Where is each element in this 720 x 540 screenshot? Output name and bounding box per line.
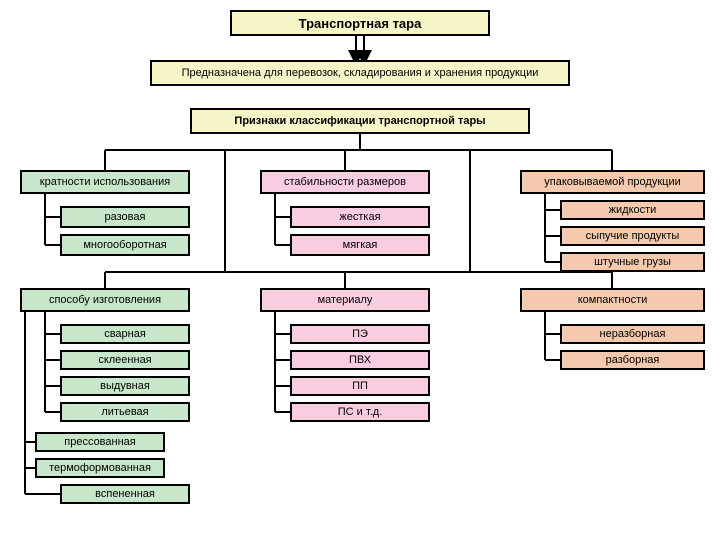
product-item: штучные грузы xyxy=(560,252,705,272)
cat-product: упаковываемой продукции xyxy=(520,170,705,194)
compact-item: неразборная xyxy=(560,324,705,344)
material-item: ПС и т.д. xyxy=(290,402,430,422)
product-item: жидкости xyxy=(560,200,705,220)
stability-item: мягкая xyxy=(290,234,430,256)
manufacture-item: склеенная xyxy=(60,350,190,370)
title-box: Транспортная тара xyxy=(230,10,490,36)
material-item: ПВХ xyxy=(290,350,430,370)
material-item: ПЭ xyxy=(290,324,430,344)
manufacture-item: литьевая xyxy=(60,402,190,422)
manufacture-item: вспененная xyxy=(60,484,190,504)
product-item: сыпучие продукты xyxy=(560,226,705,246)
material-item: ПП xyxy=(290,376,430,396)
subtitle-box: Предназначена для перевозок, складирован… xyxy=(150,60,570,86)
stability-item: жесткая xyxy=(290,206,430,228)
cat-usage: кратности использования xyxy=(20,170,190,194)
cat-stability: стабильности размеров xyxy=(260,170,430,194)
manufacture-item: сварная xyxy=(60,324,190,344)
manufacture-item: выдувная xyxy=(60,376,190,396)
cat-compact: компактности xyxy=(520,288,705,312)
usage-item: многооборотная xyxy=(60,234,190,256)
usage-item: разовая xyxy=(60,206,190,228)
cat-manufacture: способу изготовления xyxy=(20,288,190,312)
classification-header: Признаки классификации транспортной тары xyxy=(190,108,530,134)
compact-item: разборная xyxy=(560,350,705,370)
manufacture-item: прессованная xyxy=(35,432,165,452)
cat-material: материалу xyxy=(260,288,430,312)
manufacture-item: термоформованная xyxy=(35,458,165,478)
